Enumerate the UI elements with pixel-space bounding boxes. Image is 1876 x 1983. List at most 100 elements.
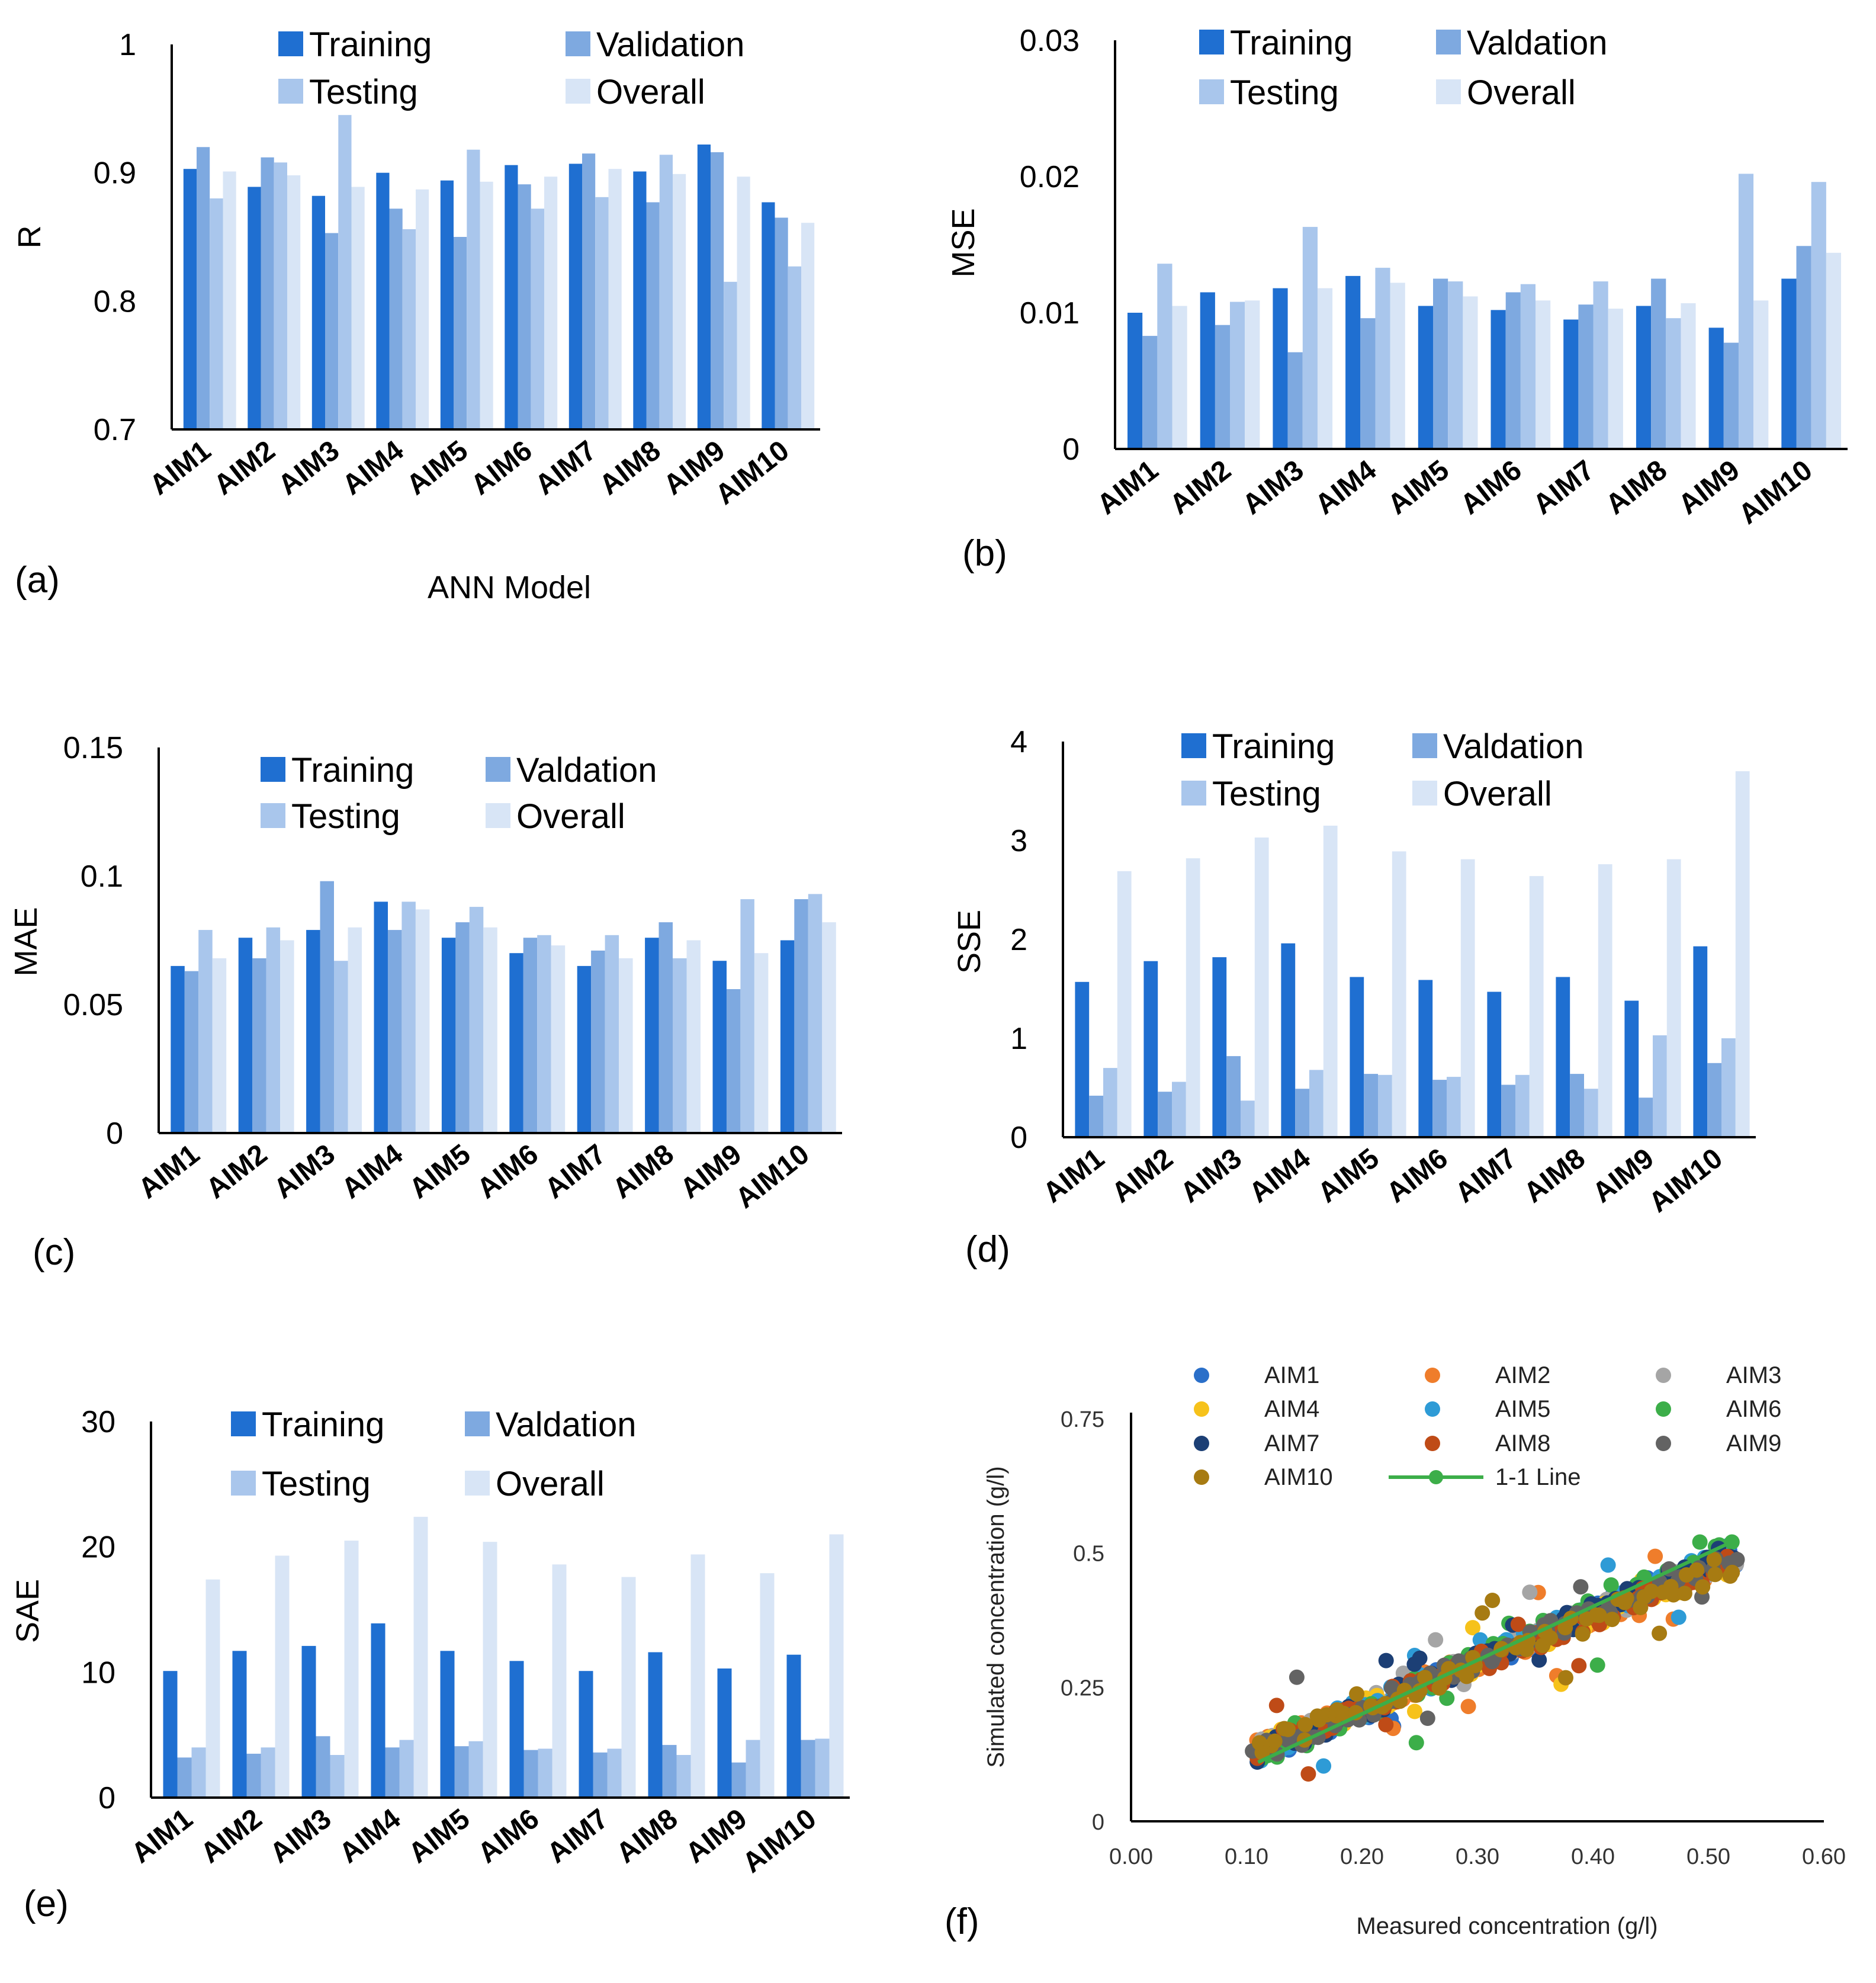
scatter-point-aim4: [1407, 1703, 1422, 1719]
bar-a-training-aim2: [248, 187, 261, 429]
y-tick-label-a: 0.7: [94, 413, 136, 447]
bar-e-testing-aim8: [676, 1755, 691, 1798]
bar-d-training-aim10: [1693, 946, 1708, 1137]
legend-label-aim10: AIM10: [1264, 1464, 1333, 1490]
bar-e-testing-aim5: [468, 1741, 483, 1798]
bar-d-training-aim2: [1143, 961, 1158, 1137]
bar-c-training-aim8: [645, 938, 659, 1133]
legend-swatch-d-testing: [1181, 781, 1206, 806]
x-tick-label-f: 0.50: [1687, 1844, 1730, 1869]
scatter-point-aim10: [1475, 1605, 1490, 1621]
bar-d-valdation-aim9: [1639, 1098, 1653, 1137]
legend-label-d-testing: Testing: [1212, 775, 1321, 813]
y-axis-title-e: SAE: [10, 1579, 46, 1643]
scatter-point-aim10: [1695, 1579, 1711, 1595]
x-category-label-d: AIM2: [1106, 1143, 1179, 1209]
legend-swatch-d-valdation: [1412, 733, 1437, 758]
bar-b-overall-aim8: [1681, 303, 1696, 449]
bar-d-valdation-aim5: [1364, 1074, 1378, 1137]
bar-d-valdation-aim7: [1501, 1084, 1515, 1137]
bar-e-training-aim7: [579, 1671, 593, 1798]
legend-label-d-training: Training: [1212, 727, 1335, 766]
bar-c-testing-aim1: [198, 930, 213, 1133]
bar-e-training-aim10: [786, 1654, 801, 1798]
bar-d-overall-aim4: [1323, 826, 1338, 1137]
bar-b-overall-aim9: [1753, 300, 1769, 449]
x-axis-title-f: Measured concentration (g/l): [1356, 1913, 1657, 1939]
legend-swatch-a-validation: [566, 31, 590, 56]
bar-d-valdation-aim4: [1295, 1089, 1309, 1137]
bar-a-testing-aim5: [467, 149, 480, 429]
x-category-label-d: AIM7: [1450, 1143, 1522, 1209]
y-tick-label-e: 20: [81, 1530, 115, 1565]
scatter-point-aim6: [1724, 1534, 1740, 1550]
bar-e-overall-aim1: [205, 1579, 220, 1798]
legend-label-a-validation: Validation: [596, 25, 744, 64]
bar-b-training-aim3: [1273, 288, 1288, 449]
legend-marker-aim4: [1194, 1401, 1209, 1417]
bar-b-testing-aim4: [1375, 268, 1390, 449]
bar-e-testing-aim9: [746, 1740, 760, 1798]
y-tick-label-b: 0.02: [1020, 160, 1080, 194]
bar-c-training-aim7: [577, 965, 592, 1133]
x-axis-title-a: ANN Model: [428, 570, 591, 605]
bar-c-overall-aim2: [280, 940, 294, 1133]
scatter-point-aim10: [1349, 1686, 1365, 1702]
bar-a-overall-aim7: [608, 169, 622, 429]
bar-c-testing-aim9: [740, 899, 754, 1133]
bar-e-overall-aim6: [552, 1564, 567, 1798]
bar-b-overall-aim4: [1390, 283, 1405, 449]
bar-e-testing-aim10: [815, 1738, 830, 1798]
one-to-one-line: [1257, 1540, 1733, 1764]
bar-e-training-aim5: [440, 1651, 455, 1798]
scatter-point-aim10: [1643, 1583, 1659, 1599]
bar-c-testing-aim10: [808, 894, 823, 1133]
bar-b-training-aim9: [1708, 328, 1724, 449]
bar-b-training-aim6: [1490, 310, 1506, 449]
x-category-label-a: AIM7: [529, 435, 602, 501]
x-category-label-e: AIM2: [195, 1803, 268, 1869]
bar-c-training-aim1: [171, 965, 185, 1133]
bar-d-testing-aim3: [1241, 1100, 1255, 1137]
panel-label-b: (b): [962, 533, 1007, 574]
x-category-label-c: AIM8: [607, 1138, 680, 1205]
bar-b-valdation-aim4: [1360, 318, 1376, 449]
bar-b-valdation-aim9: [1723, 342, 1739, 449]
scatter-point-aim10: [1267, 1733, 1283, 1749]
legend-label-b-training: Training: [1230, 24, 1353, 62]
legend-swatch-e-valdation: [465, 1411, 490, 1436]
x-tick-label-f: 0.10: [1225, 1844, 1268, 1869]
scatter-point-aim10: [1251, 1735, 1267, 1751]
legend-marker-aim9: [1656, 1436, 1671, 1451]
legend-label-a-testing: Testing: [309, 73, 418, 111]
bar-d-testing-aim1: [1103, 1068, 1117, 1137]
legend-label-c-training: Training: [291, 751, 414, 790]
x-category-label-e: AIM7: [541, 1803, 614, 1869]
scatter-point-aim10: [1543, 1630, 1559, 1646]
bar-e-overall-aim5: [483, 1542, 497, 1798]
scatter-point-aim6: [1692, 1534, 1708, 1550]
bar-e-testing-aim4: [399, 1740, 414, 1798]
x-category-label-e: AIM4: [333, 1803, 406, 1870]
bar-c-testing-aim2: [266, 927, 281, 1133]
x-category-label-b: AIM7: [1527, 454, 1600, 521]
x-category-label-b: AIM10: [1733, 454, 1818, 531]
scatter-point-aim9: [1289, 1669, 1305, 1685]
x-category-label-a: AIM3: [272, 435, 345, 501]
x-category-label-b: AIM2: [1164, 454, 1237, 521]
y-axis-title-f: Simulated concentration (g/l): [983, 1466, 1009, 1767]
bar-d-training-aim9: [1624, 1000, 1639, 1137]
bar-e-training-aim8: [648, 1652, 663, 1798]
bar-d-testing-aim6: [1447, 1077, 1461, 1137]
bar-c-testing-aim6: [537, 935, 551, 1133]
legend-swatch-a-testing: [278, 79, 303, 104]
bar-c-valdation-aim2: [252, 958, 266, 1133]
x-category-label-b: AIM1: [1091, 454, 1164, 521]
bar-c-overall-aim3: [348, 927, 362, 1133]
scatter-point-aim10: [1459, 1668, 1475, 1684]
bar-a-testing-aim7: [595, 197, 609, 429]
bar-e-overall-aim3: [344, 1541, 359, 1798]
scatter-point-aim5: [1600, 1557, 1616, 1573]
bar-b-testing-aim2: [1230, 301, 1245, 449]
